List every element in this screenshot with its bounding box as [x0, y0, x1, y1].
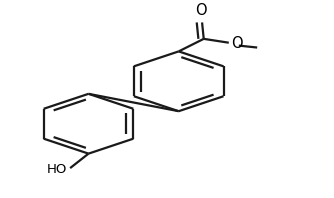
Text: O: O: [231, 36, 243, 51]
Text: HO: HO: [47, 163, 67, 176]
Text: O: O: [195, 3, 207, 18]
